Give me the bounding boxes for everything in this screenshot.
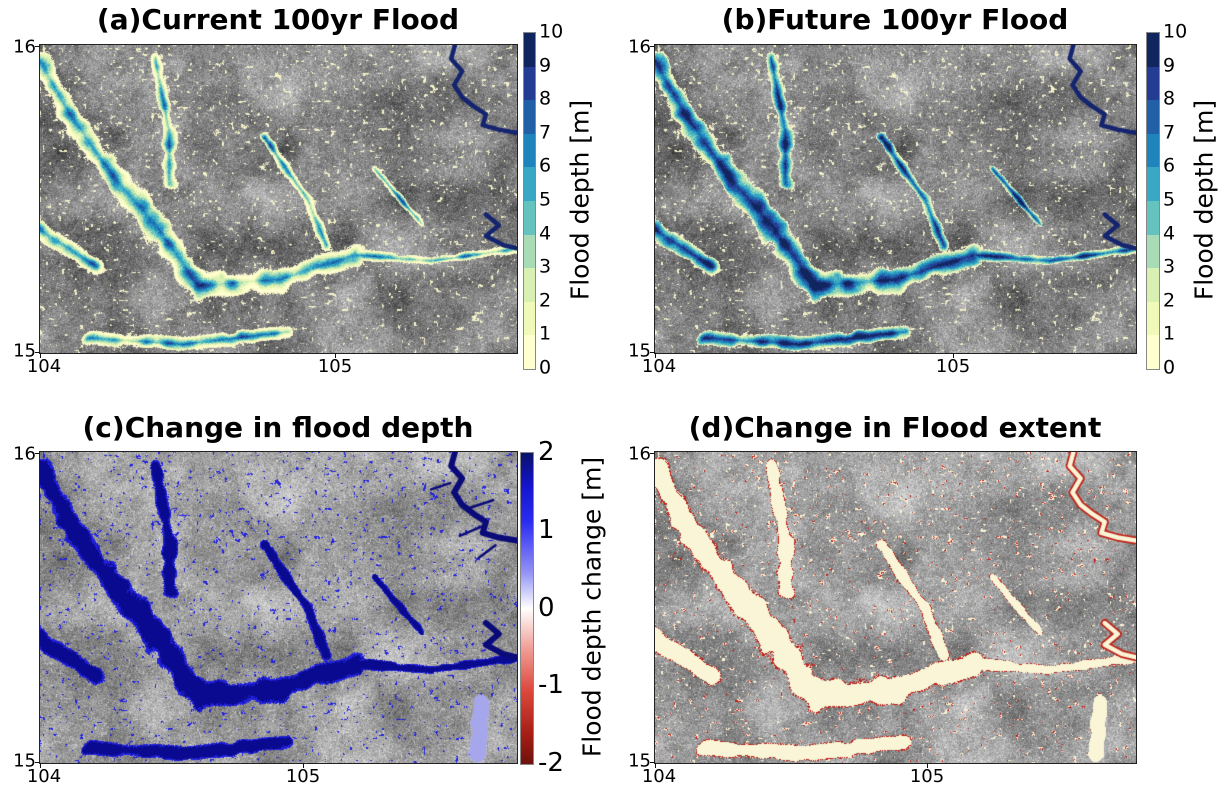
colorbar-tick-label: 5 [1163, 188, 1176, 211]
tick-mark [650, 453, 655, 454]
panel-d-title: (d)Change in Flood extent [688, 411, 1102, 444]
panel-d-map [654, 451, 1137, 764]
tick-mark [35, 352, 40, 353]
panel-b-colorbar [1146, 32, 1160, 370]
colorbar-segment [524, 167, 535, 201]
colorbar-tick-label: 9 [1163, 54, 1176, 77]
panel-d-xtick-105: 105 [909, 766, 945, 787]
colorbar-tick-label: 10 [1163, 20, 1188, 43]
colorbar-segment [1147, 100, 1159, 134]
panel-c-ytick-bottom: 15 [13, 750, 36, 772]
tick-mark [40, 763, 41, 768]
colorbar-tick-label: -2 [538, 748, 564, 778]
tick-mark [655, 353, 656, 358]
tick-mark [953, 353, 954, 358]
panel-a-map [39, 44, 518, 354]
colorbar-segment [1147, 335, 1159, 369]
colorbar-tick-label: 1 [1163, 322, 1176, 345]
panel-a-title: (a)Current 100yr Flood [96, 3, 460, 36]
colorbar-tick-label: 9 [539, 54, 552, 77]
colorbar-tick-label: 4 [1163, 222, 1176, 245]
tick-mark [303, 763, 304, 768]
colorbar-segment [524, 335, 535, 369]
panel-c-colorbar [520, 452, 534, 765]
panel-b-xtick-105: 105 [935, 356, 971, 377]
panel-b-ytick-bottom: 15 [628, 340, 651, 362]
colorbar-tick-label: 0 [539, 356, 552, 379]
tick-mark [35, 762, 40, 763]
colorbar-tick-label: 6 [539, 154, 552, 177]
colorbar-tick-label: 8 [539, 87, 552, 110]
colorbar-tick-label: 4 [539, 222, 552, 245]
tick-mark [335, 353, 336, 358]
panel-a-colorbar [523, 32, 536, 370]
panel-c-map [39, 451, 518, 764]
tick-mark [655, 763, 656, 768]
colorbar-tick-label: -1 [538, 670, 564, 701]
colorbar-segment [1147, 167, 1159, 201]
panel-d-ytick-bottom: 15 [628, 750, 651, 772]
colorbar-tick-label: 5 [539, 188, 552, 211]
panel-a-ytick-bottom: 15 [13, 340, 36, 362]
colorbar-tick-label: 6 [1163, 154, 1176, 177]
panel-a-xtick-105: 105 [317, 356, 353, 377]
colorbar-segment [524, 234, 535, 269]
colorbar-segment [1147, 33, 1159, 67]
tick-mark [40, 353, 41, 358]
panel-a-xtick-104: 104 [26, 356, 62, 377]
colorbar-tick-label: 2 [1163, 289, 1176, 312]
panel-a-colorbar-label: Flood depth [m] [565, 99, 595, 301]
panel-a-ytick-top: 16 [13, 36, 36, 58]
colorbar-segment [524, 301, 535, 336]
panel-c-xtick-105: 105 [285, 766, 321, 787]
colorbar-tick-label: 3 [539, 255, 552, 278]
panel-c-xtick-104: 104 [26, 766, 62, 787]
tick-mark [650, 352, 655, 353]
tick-mark [35, 46, 40, 47]
panel-b-map [654, 44, 1137, 354]
panel-d-ytick-top: 16 [628, 443, 651, 465]
panel-b-ytick-top: 16 [628, 36, 651, 58]
colorbar-segment [1147, 234, 1159, 269]
colorbar-segment [1147, 268, 1159, 302]
tick-mark [35, 453, 40, 454]
colorbar-tick-label: 8 [1163, 87, 1176, 110]
colorbar-tick-label: 7 [539, 121, 552, 144]
panel-d-xtick-104: 104 [641, 766, 677, 787]
colorbar-tick-label: 7 [1163, 121, 1176, 144]
colorbar-segment [524, 100, 535, 134]
colorbar-tick-label: 1 [539, 322, 552, 345]
colorbar-tick-label: 1 [538, 514, 555, 545]
panel-c-colorbar-label: Flood depth change [m] [577, 456, 607, 758]
tick-mark [927, 763, 928, 768]
panel-b-colorbar-label: Flood depth [m] [1189, 99, 1219, 301]
panel-b-xtick-104: 104 [641, 356, 677, 377]
colorbar-tick-label: 2 [538, 437, 555, 467]
colorbar-segment [524, 268, 535, 302]
colorbar-tick-label: 0 [538, 592, 555, 623]
colorbar-tick-label: 3 [1163, 255, 1176, 278]
colorbar-segment [1147, 133, 1159, 168]
colorbar-segment [1147, 66, 1159, 101]
colorbar-tick-label: 2 [539, 289, 552, 312]
panel-b-title: (b)Future 100yr Flood [721, 3, 1069, 36]
colorbar-segment [524, 33, 535, 67]
tick-mark [650, 46, 655, 47]
colorbar-segment [524, 66, 535, 101]
colorbar-tick-label: 10 [539, 20, 564, 43]
colorbar-segment [1147, 301, 1159, 336]
tick-mark [650, 762, 655, 763]
colorbar-segment [524, 133, 535, 168]
colorbar-segment [1147, 200, 1159, 235]
panel-c-title: (c)Change in flood depth [82, 411, 474, 444]
colorbar-segment [524, 200, 535, 235]
colorbar-tick-label: 0 [1163, 356, 1176, 379]
panel-c-ytick-top: 16 [13, 443, 36, 465]
